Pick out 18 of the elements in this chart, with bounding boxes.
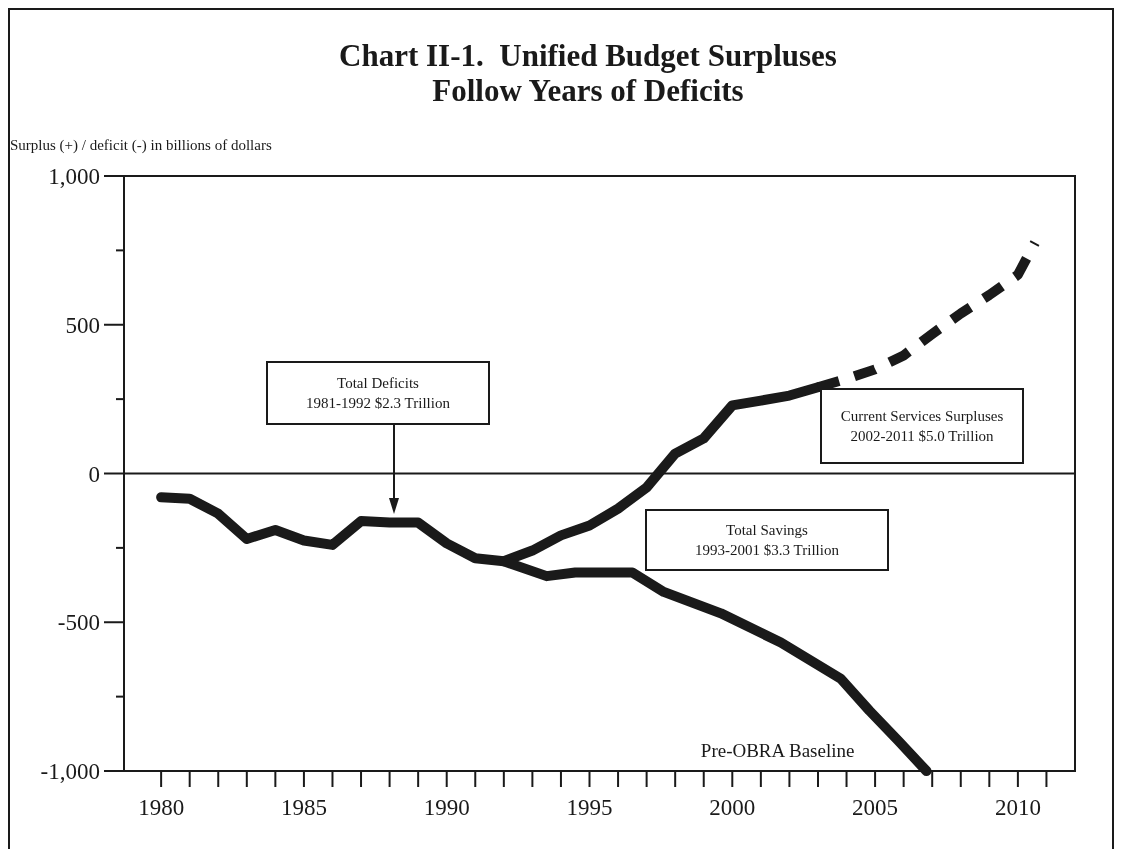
series-label: Pre-OBRA Baseline <box>700 739 855 761</box>
y-tick-label: 1,000 <box>48 164 100 190</box>
y-tick-label: 500 <box>65 312 100 338</box>
x-tick-label: 2005 <box>852 795 899 820</box>
x-tick-label: 1995 <box>566 795 613 820</box>
y-tick-label: -1,000 <box>40 759 100 785</box>
annotation: Current Services Surpluses 2002-2011 $5.0 Trillion <box>840 408 1004 444</box>
x-tick-label: 1985 <box>280 795 327 820</box>
chart-title: Chart II-1. Unified Budget Surpluses Follow Years of Deficits <box>339 38 837 108</box>
x-tick-label: 1990 <box>423 795 470 820</box>
y-tick-label: 0 <box>88 461 100 487</box>
y-axis-title: Surplus (+) / deficit (-) in billions of dollars <box>10 137 272 154</box>
x-tick-label: 1980 <box>138 795 185 820</box>
x-tick-label: 2010 <box>994 795 1041 820</box>
annotation: Total Savings 1993-2001 $3.3 Trillion <box>695 522 840 558</box>
y-tick-label: -500 <box>57 610 100 636</box>
annotation: Total Deficits 1981-1992 $2.3 Trillion <box>306 375 451 411</box>
x-tick-label: 2000 <box>709 795 756 820</box>
